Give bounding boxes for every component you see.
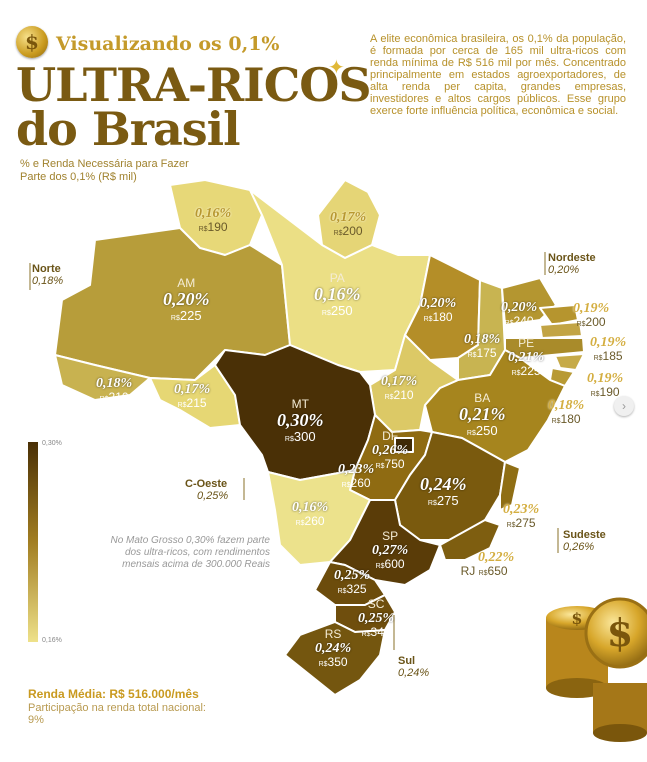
state-label-df: DF 0,26% R$750 (372, 429, 409, 471)
sparkle-icon: ✦ (328, 57, 345, 79)
state-pb (539, 321, 583, 339)
state-es (499, 461, 521, 511)
legend-color-bar (28, 442, 38, 642)
state-label-ms: 0,16% R$260 (292, 500, 329, 528)
state-sp (329, 499, 441, 586)
coin-small-glyph: $ (571, 609, 582, 628)
mt-note: No Mato Grosso 0,30% fazem parte dos ult… (110, 535, 270, 570)
subtitle: Visualizando os 0,1% (56, 33, 280, 55)
coin-stack-icon: $ $ (546, 597, 647, 742)
state-label-mt: MT 0,30% R$300 (277, 397, 324, 444)
state-label-ba: BA 0,21% R$250 (459, 391, 506, 438)
state-label-rj: 0,22% RJ R$650 (460, 550, 515, 578)
state-label-sp: SP 0,27% R$600 (372, 529, 409, 571)
state-rs (284, 621, 386, 696)
state-label-mg: 0,24% R$275 (420, 474, 467, 508)
brand-coin-icon: $ (16, 26, 48, 58)
state-label-am: AM 0,20% R$225 (163, 276, 210, 323)
state-df (394, 437, 414, 453)
state-label-ac: 0,18% R$210 (96, 376, 133, 404)
state-label-es: 0,23% R$275 (503, 502, 540, 530)
state-label-ma: 0,20% R$180 (420, 296, 457, 324)
state-label-rn: 0,19% R$200 (573, 301, 610, 329)
title-line-2: do Brasil (16, 102, 241, 156)
state-label-ce: 0,20% R$240 (501, 300, 538, 328)
state-label-se: 0,18% R$180 (548, 398, 585, 426)
intro-text: A elite econômica brasileira, os 0,1% da… (370, 33, 626, 117)
average-income-subtitle: Participação na renda total nacional: 9% (28, 702, 206, 726)
state-label-pa: PA 0,16% R$250 (314, 271, 361, 318)
state-label-rs: RS 0,24% R$350 (315, 627, 352, 669)
region-c-oeste: C-Oeste 0,25% (185, 478, 229, 502)
state-label-pi: 0,18% R$175 (464, 332, 501, 360)
state-label-pb: 0,19% R$185 (590, 335, 627, 363)
state-label-al: 0,19% R$190 (587, 371, 624, 399)
chevron-right-icon: › (622, 399, 626, 413)
state-pe (504, 337, 585, 359)
state-ac (54, 354, 151, 401)
state-rj (439, 519, 501, 561)
state-label-rr: 0,16% R$190 (195, 206, 232, 234)
legend-min-label: 0,16% (42, 637, 62, 644)
state-label-to: 0,17% R$210 (381, 374, 418, 402)
state-al (554, 353, 585, 371)
coin-large-glyph: $ (607, 610, 633, 655)
legend-title: % e Renda Necessária para Fazer Parte do… (20, 158, 189, 183)
state-label-pr: 0,25% R$325 (334, 568, 371, 596)
average-income-title: Renda Média: R$ 516.000/mês (28, 687, 199, 701)
state-label-go: 0,23% R$260 (338, 462, 375, 490)
state-label-ap: 0,17% R$200 (330, 210, 367, 238)
state-label-pe: PE 0,21% R$225 (508, 336, 545, 378)
region-nordeste: Nordeste 0,20% (548, 252, 596, 276)
state-label-sc: SC 0,25% R$340 (358, 597, 395, 639)
title-line-1: ULTRA-RICOS (16, 58, 372, 112)
next-slide-button[interactable]: › (614, 396, 634, 416)
legend-max-label: 0,30% (42, 440, 62, 447)
state-rn (539, 304, 579, 326)
region-sul: Sul 0,24% (398, 655, 430, 679)
state-label-ro: 0,17% R$215 (174, 382, 211, 410)
region-sudeste: Sudeste 0,26% (563, 529, 606, 553)
state-ba (424, 349, 566, 463)
region-norte: Norte 0,18% (32, 263, 64, 287)
